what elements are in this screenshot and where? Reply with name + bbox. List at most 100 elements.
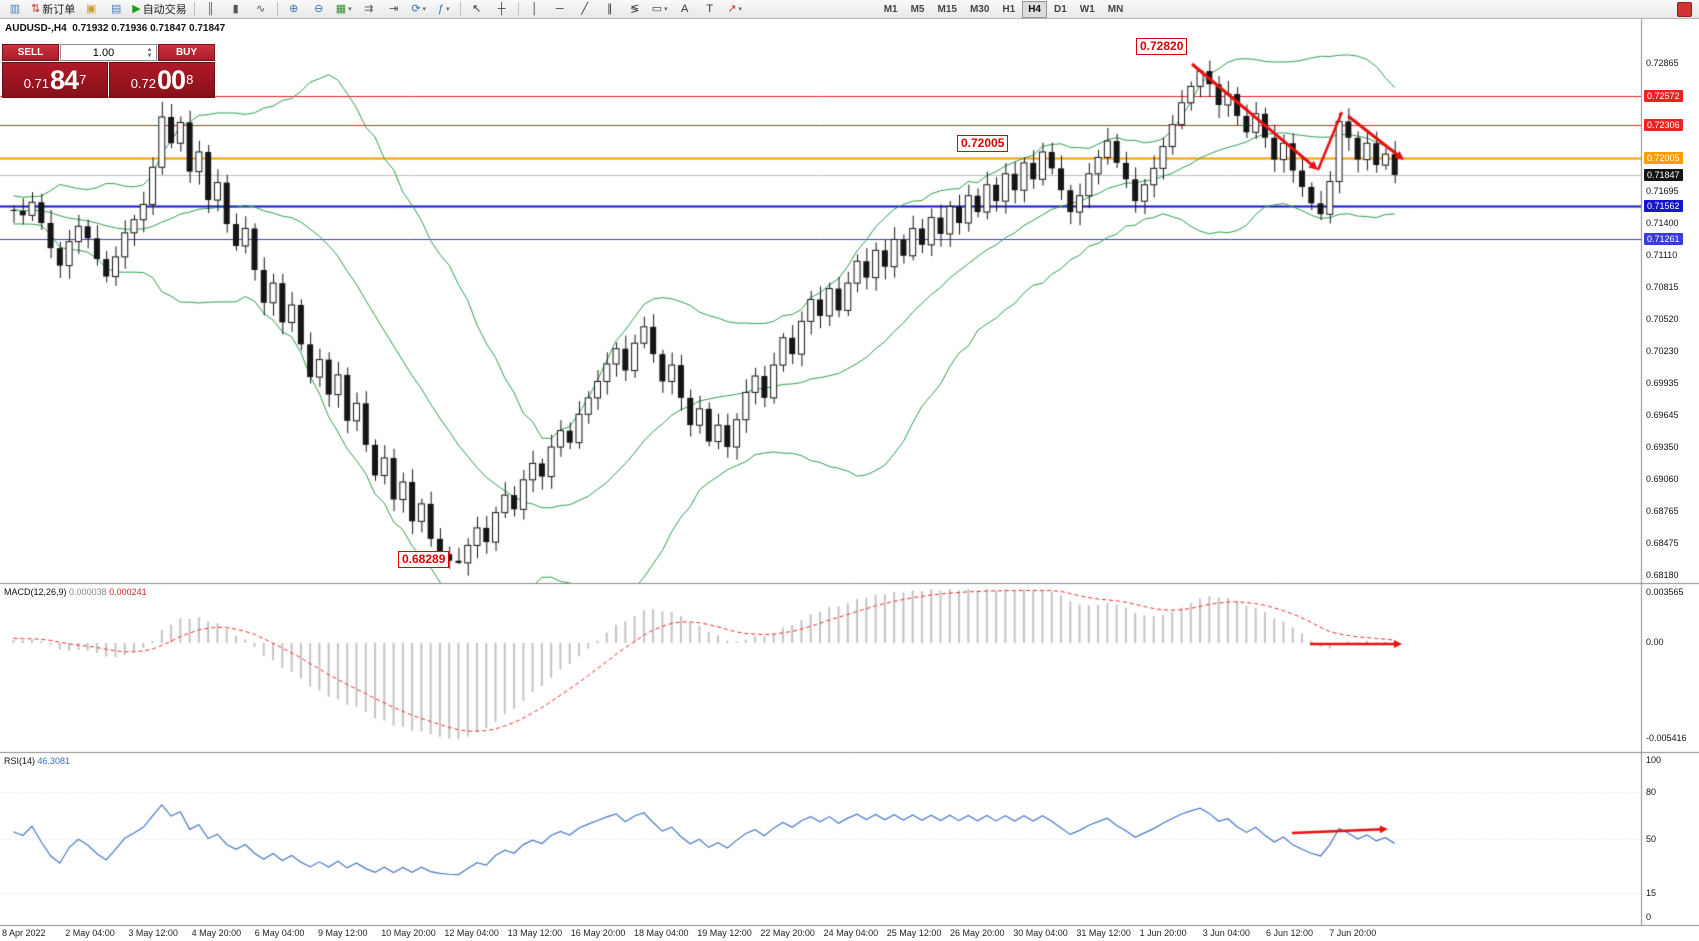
cycles-button[interactable]: ⟳ ▾	[407, 0, 431, 19]
time-axis-label: 9 May 12:00	[318, 928, 368, 938]
rsi-axis-label: 80	[1646, 786, 1657, 797]
chevron-down-icon: ▾	[664, 6, 668, 13]
chart-profiles-button[interactable]: ▣	[79, 0, 103, 19]
price-scale-label: 0.69935	[1646, 378, 1679, 389]
sell-price-prefix: 0.71	[23, 76, 50, 91]
price-scale-label: 0.68180	[1646, 570, 1679, 580]
auto-scroll-button[interactable]: ⇉	[357, 0, 381, 19]
price-annotation[interactable]: 0.72820	[1136, 38, 1188, 55]
trendline-button[interactable]: ╱	[573, 0, 597, 19]
price-annotation[interactable]: 0.72005	[957, 135, 1009, 152]
auto-scroll-icon: ⇉	[364, 2, 374, 15]
cycles-icon: ⟳	[411, 2, 421, 15]
timeframe-h4[interactable]: H4	[1022, 0, 1047, 18]
price-scale-label: 0.72306	[1644, 119, 1683, 132]
label-button[interactable]: T	[698, 0, 722, 19]
timeframe-mn[interactable]: MN	[1107, 3, 1124, 15]
new-order-button-label: 新订单	[42, 4, 76, 16]
timeframe-w1[interactable]: W1	[1079, 3, 1095, 15]
price-annotation[interactable]: 0.68289	[398, 551, 450, 568]
buy-price-pip: 8	[186, 72, 194, 87]
price-scale-label: 0.72572	[1644, 90, 1683, 103]
market-watch-button[interactable]: ▤	[104, 0, 128, 19]
buy-button[interactable]: BUY	[158, 44, 215, 61]
vertical-line-button[interactable]: │	[523, 0, 547, 19]
horizontal-line-icon: ─	[555, 2, 564, 15]
alert-icon[interactable]	[1677, 1, 1692, 17]
price-scale-label: 0.71110	[1646, 249, 1678, 260]
price-scale-label: 0.72005	[1644, 151, 1683, 164]
time-axis-label: 30 May 04:00	[1013, 928, 1068, 938]
timeframe-m5[interactable]: M5	[910, 3, 925, 15]
macd-name: MACD(12,26,9)	[4, 587, 67, 597]
current-price-label: 0.71847	[1644, 169, 1683, 182]
sell-button[interactable]: SELL	[2, 44, 59, 61]
cursor-button[interactable]: ↖	[465, 0, 489, 19]
shapes-icon: ▭	[651, 2, 663, 15]
toolbar-separator	[459, 2, 461, 16]
arrows-icon: ↗	[727, 2, 737, 15]
toolbar: ▥ ⇅ 新订单 ▣ ▤ ▶ 自动交易 ║ ▮ ∿ ⊕ ⊖ ▦ ▾ ⇉ ⇥ ⟳ ▾ ƒ ▾ ↖ ┼ │ ─ ╱ ∥ ≶ ▭ ▾ A T ↗ ▾ M1…	[0, 0, 1699, 19]
channel-button[interactable]: ∥	[598, 0, 622, 19]
price-scale-label: 0.71695	[1646, 185, 1679, 196]
chart-symbol-label: AUDUSD-,H4 0.71932 0.71936 0.71847 0.718…	[5, 23, 225, 34]
zoom-out-button[interactable]: ⊖	[307, 0, 331, 19]
time-axis-label: 13 May 12:00	[507, 928, 563, 938]
time-axis-label: 12 May 04:00	[444, 928, 499, 938]
shapes-button[interactable]: ▭ ▾	[648, 0, 672, 19]
chart-shift-button[interactable]: ⇥	[382, 0, 406, 19]
timeframe-m1[interactable]: M1	[883, 3, 898, 15]
market-watch-icon: ▤	[111, 2, 122, 15]
indicators-button[interactable]: ƒ ▾	[432, 0, 456, 19]
volume-stepper[interactable]: ▲ ▼	[60, 44, 157, 61]
spinner-up-icon[interactable]: ▲	[146, 46, 153, 53]
candlestick-chart-icon: ▮	[232, 2, 239, 15]
time-axis-label: 6 May 04:00	[254, 928, 305, 938]
text-button[interactable]: A	[673, 0, 697, 19]
sell-price-button[interactable]: 0.71 84 7	[2, 62, 108, 98]
rsi-axis-label: 15	[1646, 888, 1657, 899]
horizontal-line-button[interactable]: ─	[548, 0, 572, 19]
auto-trading-button[interactable]: ▶ 自动交易	[129, 0, 189, 19]
chevron-down-icon: ▾	[348, 6, 352, 13]
timeframe-m30[interactable]: M30	[969, 3, 990, 15]
price-scale-label: 0.69060	[1646, 473, 1679, 484]
cursor-icon: ↖	[472, 2, 482, 15]
spinner-down-icon[interactable]: ▼	[146, 52, 153, 59]
toolbar-separator	[276, 2, 278, 16]
new-chart-button[interactable]: ▥	[3, 0, 27, 19]
arrows-button[interactable]: ↗ ▾	[723, 0, 747, 19]
timeframe-d1[interactable]: D1	[1054, 3, 1067, 15]
price-scale-label: 0.72865	[1646, 58, 1679, 68]
tile-windows-button[interactable]: ▦ ▾	[332, 0, 356, 19]
rsi-value: 46.3081	[37, 756, 71, 766]
price-scale-label: 0.70520	[1646, 314, 1679, 325]
auto-trading-button-label: 自动交易	[142, 4, 187, 16]
price-scale-label: 0.70230	[1646, 345, 1679, 356]
volume-input[interactable]	[61, 45, 156, 60]
time-axis-label: 1 Jun 20:00	[1139, 928, 1187, 938]
chart-symbol: AUDUSD-,H4	[5, 23, 67, 34]
volume-spinner-icons[interactable]: ▲ ▼	[144, 45, 155, 60]
candlestick-chart-button[interactable]: ▮	[224, 0, 248, 19]
time-axis-label: 2 May 04:00	[65, 928, 115, 938]
timeframe-m15[interactable]: M15	[937, 3, 957, 15]
macd-axis-min: -0.005416	[1646, 733, 1687, 743]
rsi-axis-label: 100	[1646, 755, 1662, 766]
price-scale-label: 0.68765	[1646, 506, 1679, 517]
zoom-in-button[interactable]: ⊕	[282, 0, 306, 19]
time-axis-label: 4 May 20:00	[191, 928, 242, 938]
buy-price-prefix: 0.72	[130, 76, 157, 91]
new-order-button[interactable]: ⇅ 新订单	[28, 0, 78, 19]
fibonacci-button[interactable]: ≶	[623, 0, 647, 19]
timeframe-h1[interactable]: H1	[1002, 3, 1016, 15]
chart-ohlc: 0.71932 0.71936 0.71847 0.71847	[72, 23, 226, 34]
bar-chart-button[interactable]: ║	[199, 0, 223, 19]
crosshair-button[interactable]: ┼	[490, 0, 514, 19]
line-chart-button[interactable]: ∿	[249, 0, 273, 19]
time-axis-label: 8 Apr 2022	[2, 928, 46, 938]
rsi-name: RSI(14)	[4, 756, 36, 766]
buy-price-button[interactable]: 0.72 00 8	[109, 62, 215, 98]
chevron-down-icon: ▾	[738, 6, 743, 13]
